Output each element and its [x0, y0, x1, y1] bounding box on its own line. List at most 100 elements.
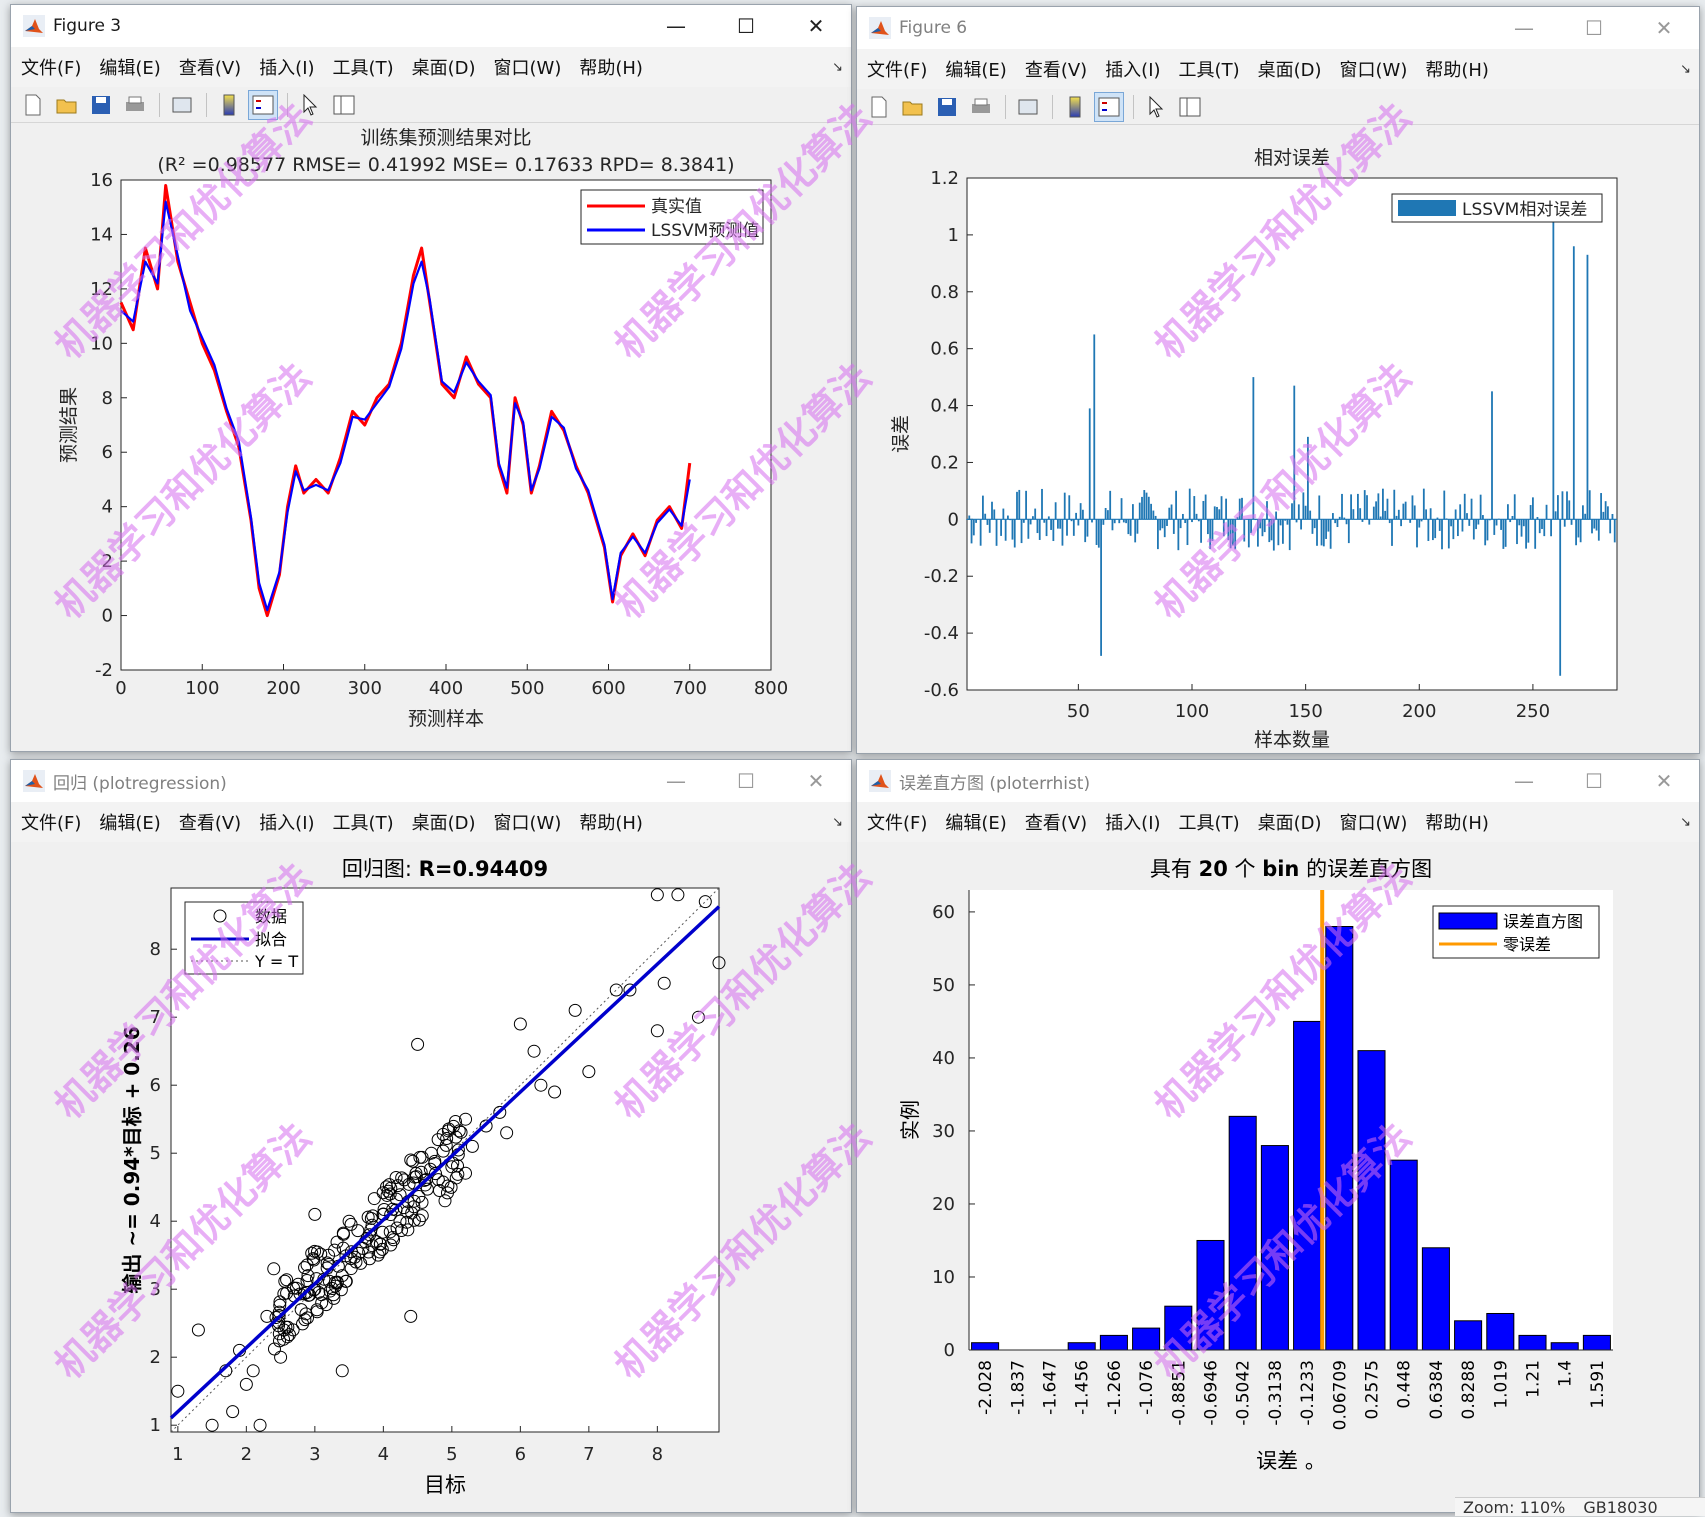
error-bar: [1523, 519, 1525, 526]
menu-view[interactable]: 查看(V): [1025, 809, 1087, 835]
error-bar: [989, 519, 991, 532]
y-tick-label: 60: [932, 902, 955, 923]
property-editor-icon[interactable]: [1176, 93, 1204, 121]
colorbar-icon[interactable]: [215, 91, 243, 119]
error-bar: [1275, 512, 1277, 520]
legend-icon[interactable]: [249, 91, 277, 119]
minimize-icon[interactable]: —: [1489, 7, 1559, 49]
menu-desktop[interactable]: 桌面(D): [412, 54, 476, 80]
pointer-icon[interactable]: [1142, 93, 1170, 121]
dock-arrow-icon[interactable]: ↘: [832, 815, 843, 830]
menu-file[interactable]: 文件(F): [21, 54, 81, 80]
menu-help[interactable]: 帮助(H): [1425, 809, 1489, 835]
error-bar: [1252, 377, 1254, 519]
close-icon[interactable]: ✕: [781, 5, 851, 47]
error-bar: [1059, 519, 1061, 528]
menu-insert[interactable]: 插入(I): [259, 809, 314, 835]
legend-icon[interactable]: [1095, 93, 1123, 121]
x-tick-label: 0.8288: [1459, 1360, 1479, 1419]
menu-help[interactable]: 帮助(H): [1425, 56, 1489, 82]
menu-edit[interactable]: 编辑(E): [99, 809, 160, 835]
figure-6-window[interactable]: Figure 6 — ☐ ✕ 文件(F) 编辑(E) 查看(V) 插入(I) 工…: [856, 6, 1700, 754]
maximize-icon[interactable]: ☐: [711, 760, 781, 802]
y-tick-label: 20: [932, 1194, 955, 1215]
menu-help[interactable]: 帮助(H): [579, 54, 643, 80]
menu-desktop[interactable]: 桌面(D): [1258, 56, 1322, 82]
link-plot-icon[interactable]: [1014, 93, 1042, 121]
menu-window[interactable]: 窗口(W): [494, 54, 562, 80]
new-figure-icon[interactable]: [865, 93, 893, 121]
histogram-chart[interactable]: 具有 20 个 bin 的误差直方图0102030405060-2.028-1.…: [857, 842, 1699, 1512]
close-icon[interactable]: ✕: [781, 760, 851, 802]
error-bar: [1139, 503, 1141, 520]
link-plot-icon[interactable]: [168, 91, 196, 119]
title-bar[interactable]: 误差直方图 (ploterrhist) — ☐ ✕: [857, 760, 1699, 802]
regression-window[interactable]: 回归 (plotregression) — ☐ ✕ 文件(F) 编辑(E) 查看…: [10, 759, 852, 1513]
minimize-icon[interactable]: —: [641, 5, 711, 47]
menu-view[interactable]: 查看(V): [1025, 56, 1087, 82]
error-bar: [1248, 519, 1250, 547]
print-icon[interactable]: [121, 91, 149, 119]
menu-window[interactable]: 窗口(W): [1340, 809, 1408, 835]
menu-insert[interactable]: 插入(I): [1105, 56, 1160, 82]
menu-file[interactable]: 文件(F): [21, 809, 81, 835]
error-bar: [1268, 519, 1270, 542]
save-icon[interactable]: [933, 93, 961, 121]
property-editor-icon[interactable]: [330, 91, 358, 119]
menu-insert[interactable]: 插入(I): [259, 54, 314, 80]
title-bar[interactable]: Figure 6 — ☐ ✕: [857, 7, 1699, 49]
maximize-icon[interactable]: ☐: [711, 5, 781, 47]
dock-arrow-icon[interactable]: ↘: [1680, 815, 1691, 830]
menu-file[interactable]: 文件(F): [867, 809, 927, 835]
minimize-icon[interactable]: —: [641, 760, 711, 802]
open-file-icon[interactable]: [53, 91, 81, 119]
dock-arrow-icon[interactable]: ↘: [1680, 62, 1691, 77]
title-bar[interactable]: 回归 (plotregression) — ☐ ✕: [11, 760, 851, 802]
close-icon[interactable]: ✕: [1629, 7, 1699, 49]
menu-file[interactable]: 文件(F): [867, 56, 927, 82]
dock-arrow-icon[interactable]: ↘: [832, 60, 843, 75]
menu-edit[interactable]: 编辑(E): [945, 56, 1006, 82]
line-chart[interactable]: 训练集预测结果对比(R² =0.98577 RMSE= 0.41992 MSE=…: [11, 124, 851, 751]
menu-edit[interactable]: 编辑(E): [945, 809, 1006, 835]
menu-help[interactable]: 帮助(H): [579, 809, 643, 835]
error-bar: [1159, 519, 1161, 530]
menu-desktop[interactable]: 桌面(D): [412, 809, 476, 835]
error-bar: [1455, 509, 1457, 519]
maximize-icon[interactable]: ☐: [1559, 7, 1629, 49]
error-bar: [1477, 519, 1479, 524]
menu-desktop[interactable]: 桌面(D): [1258, 809, 1322, 835]
menu-view[interactable]: 查看(V): [179, 809, 241, 835]
print-icon[interactable]: [967, 93, 995, 121]
error-bar: [1609, 519, 1611, 533]
title-bar[interactable]: Figure 3 — ☐ ✕: [11, 5, 851, 47]
maximize-icon[interactable]: ☐: [1559, 760, 1629, 802]
figure-3-window[interactable]: Figure 3 — ☐ ✕ 文件(F) 编辑(E) 查看(V) 插入(I) 工…: [10, 4, 852, 752]
error-bar: [1493, 519, 1495, 535]
minimize-icon[interactable]: —: [1489, 760, 1559, 802]
pointer-icon[interactable]: [296, 91, 324, 119]
menu-window[interactable]: 窗口(W): [1340, 56, 1408, 82]
menu-tools[interactable]: 工具(T): [1179, 809, 1240, 835]
menu-tools[interactable]: 工具(T): [333, 54, 394, 80]
error-bar: [1280, 519, 1282, 525]
error-bar: [1093, 334, 1095, 519]
close-icon[interactable]: ✕: [1629, 760, 1699, 802]
menu-window[interactable]: 窗口(W): [494, 809, 562, 835]
error-bar: [1575, 519, 1577, 545]
error-bar: [1507, 504, 1509, 519]
new-figure-icon[interactable]: [19, 91, 47, 119]
save-icon[interactable]: [87, 91, 115, 119]
open-file-icon[interactable]: [899, 93, 927, 121]
menu-tools[interactable]: 工具(T): [1179, 56, 1240, 82]
menu-tools[interactable]: 工具(T): [333, 809, 394, 835]
menu-edit[interactable]: 编辑(E): [99, 54, 160, 80]
colorbar-icon[interactable]: [1061, 93, 1089, 121]
menu-view[interactable]: 查看(V): [179, 54, 241, 80]
error-histogram-window[interactable]: 误差直方图 (ploterrhist) — ☐ ✕ 文件(F) 编辑(E) 查看…: [856, 759, 1700, 1513]
menu-insert[interactable]: 插入(I): [1105, 809, 1160, 835]
error-bar: [1373, 507, 1375, 520]
x-tick-label: -1.456: [1073, 1360, 1093, 1415]
